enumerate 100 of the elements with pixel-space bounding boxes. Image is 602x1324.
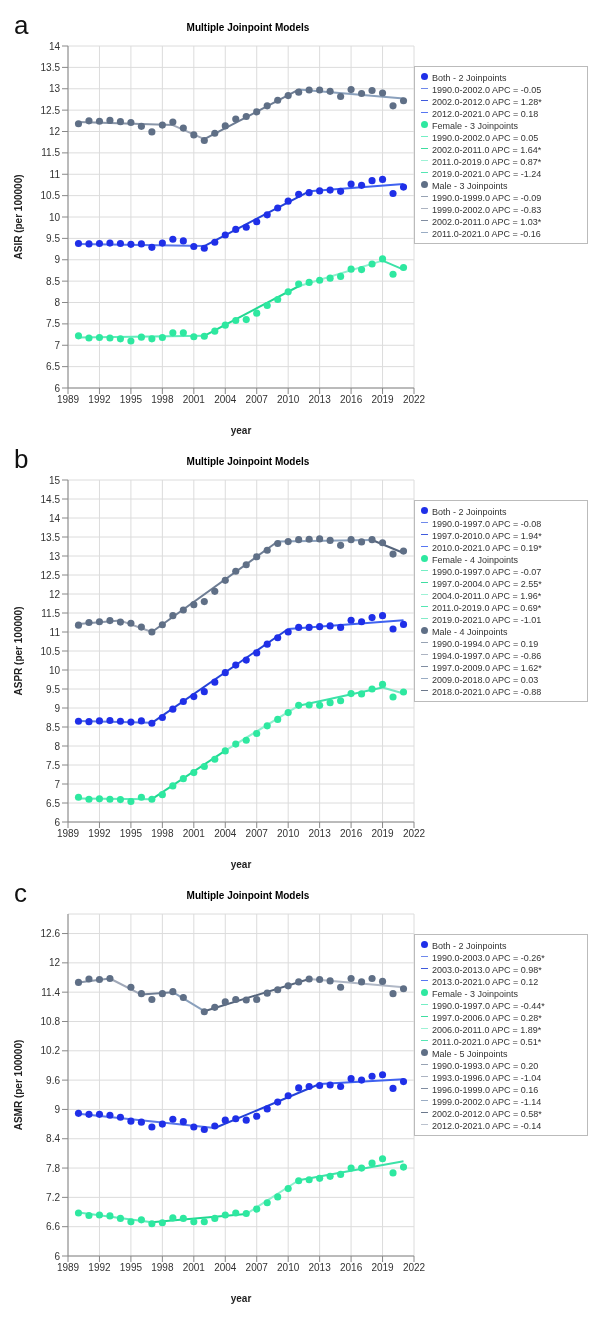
y-tick-label: 7	[54, 339, 61, 351]
legend-label: Male - 3 Joinpoints	[432, 181, 508, 191]
x-tick-label: 2004	[214, 1262, 237, 1274]
legend-label: 1996.0-1999.0 APC = 0.16	[432, 1085, 539, 1095]
legend-label: 1990.0-2002.0 APC = 0.05	[432, 133, 539, 143]
legend-label: 2019.0-2021.0 APC = -1.24	[432, 169, 542, 179]
y-tick-label: 9.5	[46, 683, 61, 695]
y-tick-label: 7.5	[46, 759, 61, 771]
legend-label: 1990.0-1994.0 APC = 0.19	[432, 639, 539, 649]
x-tick-label: 2022	[402, 828, 426, 840]
legend-label: 2018.0-2021.0 APC = -0.88	[432, 687, 542, 697]
x-tick-label: 2022	[402, 394, 426, 406]
x-tick-label: 1989	[56, 828, 80, 840]
legend-label: 1990.0-1997.0 APC = -0.08	[432, 519, 542, 529]
legend-label: 2009.0-2018.0 APC = 0.03	[432, 675, 539, 685]
y-tick-label: 11	[49, 626, 61, 638]
y-tick-label: 13.5	[40, 531, 61, 543]
legend-label: Male - 5 Joinpoints	[432, 1049, 508, 1059]
y-tick-label: 10	[48, 664, 61, 676]
x-tick-label: 1995	[119, 394, 143, 406]
legend-label: Both - 2 Joinpoints	[432, 73, 507, 83]
y-tick-label: 6	[54, 1250, 61, 1262]
x-axis-title: year	[230, 859, 252, 870]
y-tick-label: 14	[48, 512, 61, 524]
y-tick-label: 14.5	[40, 493, 61, 505]
x-axis-title: year	[230, 1293, 252, 1304]
chart-title: Multiple Joinpoint Models	[186, 890, 310, 901]
x-tick-label: 2007	[245, 1262, 269, 1274]
x-tick-label: 1998	[151, 394, 174, 406]
x-tick-label: 2010	[277, 828, 300, 840]
y-tick-label: 7.2	[46, 1191, 61, 1203]
x-tick-label: 2022	[402, 1262, 426, 1274]
y-tick-label: 9	[54, 702, 61, 714]
legend-label: Female - 4 Joinpoints	[432, 555, 519, 565]
x-tick-label: 2019	[371, 394, 395, 406]
y-tick-label: 9	[54, 1103, 61, 1115]
y-tick-label: 8.5	[46, 275, 61, 287]
x-tick-label: 2001	[182, 394, 206, 406]
y-tick-label: 10.8	[40, 1016, 61, 1028]
legend-label: 2011.0-2019.0 APC = 0.87*	[432, 157, 542, 167]
y-tick-label: 8	[54, 297, 61, 309]
x-tick-label: 1998	[151, 828, 174, 840]
legend-label: 2010.0-2021.0 APC = 0.19*	[432, 543, 542, 553]
y-tick-label: 6.5	[46, 797, 61, 809]
x-tick-label: 2004	[214, 394, 237, 406]
legend-label: Female - 3 Joinpoints	[432, 121, 519, 131]
y-tick-label: 12	[48, 957, 61, 969]
legend-label: 2003.0-2013.0 APC = 0.98*	[432, 965, 542, 975]
y-tick-label: 14	[48, 40, 61, 52]
x-tick-label: 1989	[56, 1262, 80, 1274]
y-tick-label: 7	[54, 778, 61, 790]
x-tick-label: 2004	[214, 828, 237, 840]
legend-label: 2004.0-2011.0 APC = 1.96*	[432, 591, 542, 601]
legend-label: 2006.0-2011.0 APC = 1.89*	[432, 1025, 542, 1035]
chart-title: Multiple Joinpoint Models	[186, 22, 310, 33]
x-tick-label: 2016	[339, 394, 363, 406]
legend-label: 1997.0-2010.0 APC = 1.94*	[432, 531, 542, 541]
y-tick-label: 10.5	[40, 645, 61, 657]
legend-label: 2011.0-2021.0 APC = -0.16	[432, 229, 541, 239]
x-tick-label: 2001	[182, 1262, 206, 1274]
x-tick-label: 2010	[277, 394, 300, 406]
x-tick-label: 2007	[245, 828, 269, 840]
text: c	[14, 878, 27, 909]
legend-label: 2011.0-2021.0 APC = 0.51*	[432, 1037, 542, 1047]
legend-label: 1999.0-2002.0 APC = -1.14	[432, 1097, 542, 1107]
y-tick-label: 15	[48, 474, 61, 486]
text: b	[14, 444, 29, 475]
y-axis-title: ASPR (per 100000)	[12, 606, 24, 696]
y-tick-label: 9	[54, 254, 61, 266]
legend-label: 1990.0-1997.0 APC = -0.07	[432, 567, 542, 577]
x-tick-label: 1992	[88, 394, 112, 406]
x-tick-label: 2019	[371, 828, 395, 840]
legend-label: 1990.0-2002.0 APC = -0.05	[432, 85, 542, 95]
y-tick-label: 12.5	[40, 104, 61, 116]
y-tick-label: 6.6	[46, 1221, 61, 1233]
legend-label: 1997.0-2009.0 APC = 1.62*	[432, 663, 542, 673]
y-tick-label: 13	[48, 83, 61, 95]
y-tick-label: 10.5	[40, 190, 61, 202]
legend-label: Male - 4 Joinpoints	[432, 627, 508, 637]
legend-label: 1990.0-1993.0 APC = 0.20	[432, 1061, 539, 1071]
x-tick-label: 2010	[277, 1262, 300, 1274]
legend-label: 1997.0-2004.0 APC = 2.55*	[432, 579, 542, 589]
legend-label: 2019.0-2021.0 APC = -1.01	[432, 615, 542, 625]
x-tick-label: 1995	[119, 1262, 143, 1274]
y-axis-title: ASMR (per 100000)	[12, 1039, 24, 1131]
x-tick-label: 2013	[308, 1262, 332, 1274]
legend-label: 2002.0-2012.0 APC = 1.28*	[432, 97, 542, 107]
x-tick-label: 1992	[88, 828, 112, 840]
y-tick-label: 9.5	[46, 232, 61, 244]
chart-title: Multiple Joinpoint Models	[186, 456, 310, 467]
y-tick-label: 6	[54, 816, 61, 828]
legend-label: 2011.0-2019.0 APC = 0.69*	[432, 603, 542, 613]
y-tick-label: 11.4	[41, 986, 61, 998]
legend-label: 2012.0-2021.0 APC = 0.18	[432, 109, 539, 119]
x-tick-label: 1998	[151, 1262, 174, 1274]
x-tick-label: 2013	[308, 828, 332, 840]
y-tick-label: 8.5	[46, 721, 61, 733]
x-tick-label: 1989	[56, 394, 80, 406]
legend-label: Female - 3 Joinpoints	[432, 989, 519, 999]
legend-label: 1990.0-2003.0 APC = -0.26*	[432, 953, 545, 963]
